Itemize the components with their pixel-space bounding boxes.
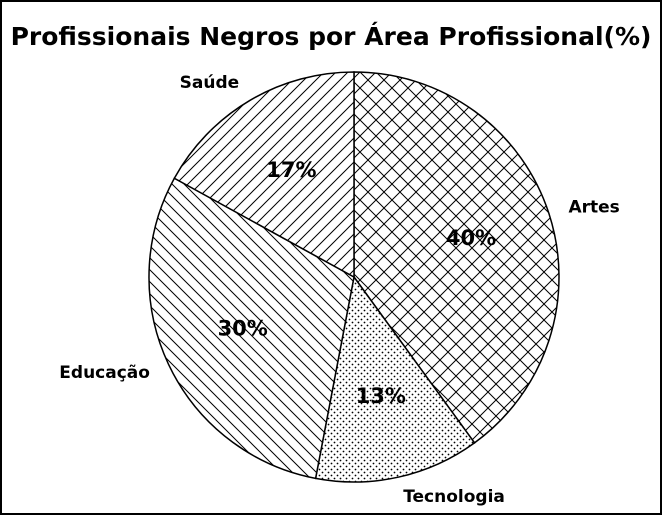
wedge (314, 275, 476, 483)
wedge (173, 71, 355, 279)
percent-label: 13% (356, 384, 406, 408)
percent-label: 40% (446, 226, 496, 250)
percent-label: 17% (266, 158, 316, 182)
wedge (353, 71, 560, 444)
percent-label: 30% (218, 316, 268, 340)
slice-label: Artes (568, 197, 619, 217)
chart-title: Profissionais Negros por Área Profission… (11, 22, 652, 51)
slice-label: Educação (59, 363, 150, 383)
slice-label: Saúde (180, 73, 240, 93)
slice-label: Tecnologia (403, 487, 505, 507)
wedge (148, 177, 355, 480)
